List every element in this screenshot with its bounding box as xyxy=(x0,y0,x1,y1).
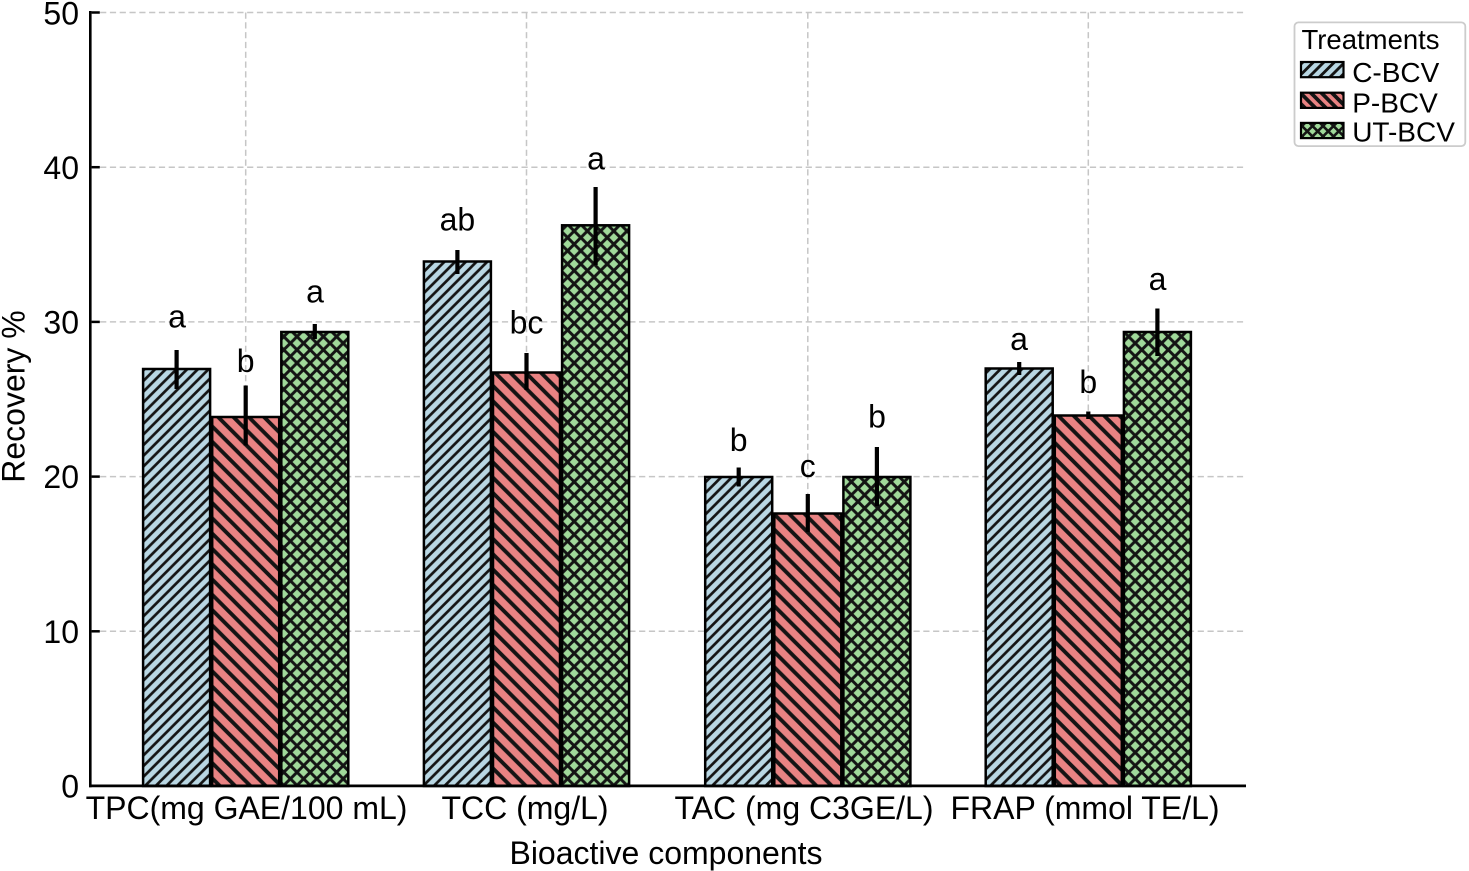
svg-text:a: a xyxy=(1149,261,1167,297)
svg-text:P-BCV: P-BCV xyxy=(1352,87,1438,118)
svg-text:0: 0 xyxy=(61,769,79,805)
svg-text:b: b xyxy=(730,422,748,458)
svg-text:ab: ab xyxy=(440,202,476,238)
svg-text:FRAP (mmol TE/L): FRAP (mmol TE/L) xyxy=(950,790,1219,826)
svg-text:b: b xyxy=(237,343,255,379)
svg-text:Recovery %: Recovery % xyxy=(0,310,32,483)
svg-text:Treatments: Treatments xyxy=(1302,24,1440,55)
svg-text:b: b xyxy=(1079,364,1097,400)
svg-text:b: b xyxy=(868,399,886,435)
svg-text:a: a xyxy=(587,141,605,177)
svg-text:TAC (mg C3GE/L): TAC (mg C3GE/L) xyxy=(675,790,934,826)
svg-text:a: a xyxy=(168,299,186,335)
svg-text:Bioactive components: Bioactive components xyxy=(509,835,822,871)
svg-text:UT-BCV: UT-BCV xyxy=(1352,117,1455,148)
svg-text:a: a xyxy=(306,274,324,310)
svg-text:10: 10 xyxy=(43,614,79,650)
svg-text:bc: bc xyxy=(510,305,544,341)
svg-text:c: c xyxy=(800,448,816,484)
svg-text:50: 50 xyxy=(43,0,79,31)
svg-text:C-BCV: C-BCV xyxy=(1352,57,1439,88)
svg-text:TCC (mg/L): TCC (mg/L) xyxy=(441,790,608,826)
svg-text:30: 30 xyxy=(43,305,79,341)
svg-text:TPC(mg GAE/100 mL): TPC(mg GAE/100 mL) xyxy=(86,790,408,826)
svg-text:40: 40 xyxy=(43,150,79,186)
svg-text:a: a xyxy=(1010,321,1028,357)
svg-text:20: 20 xyxy=(43,459,79,495)
